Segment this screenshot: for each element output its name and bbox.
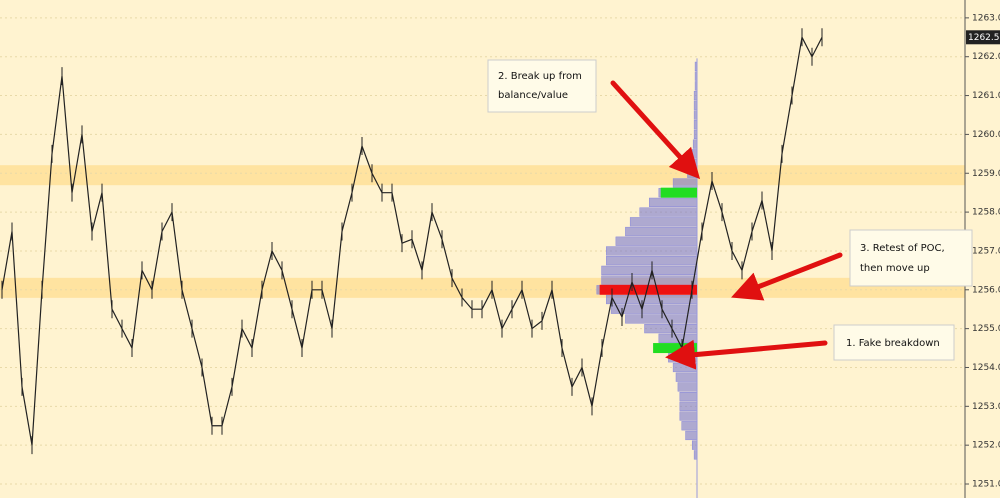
annotation-text: then move up [860, 263, 930, 274]
arrows [610, 80, 843, 370]
level-band [0, 165, 965, 186]
profile-bar [649, 197, 698, 207]
key-level [660, 187, 697, 198]
y-tick-label: 1262.0 [972, 52, 1000, 62]
arrow [731, 252, 843, 301]
level-band [0, 277, 965, 298]
profile-bar [672, 178, 698, 188]
annotation: 2. Break up from balance/value [487, 59, 597, 113]
annotation-text: balance/value [498, 90, 568, 101]
profile-bar [615, 236, 698, 246]
y-tick-label: 1263.0 [972, 13, 1000, 23]
annotation-box [849, 229, 973, 287]
profile-bar [601, 265, 698, 275]
profile-bar [692, 139, 698, 149]
y-tick-label: 1259.0 [972, 169, 1000, 179]
annotation-text: 2. Break up from [498, 71, 582, 82]
profile-bar [679, 392, 698, 402]
profile-bar [625, 226, 698, 237]
last-price-label: 1262.50 [968, 33, 1000, 43]
profile-bar [675, 372, 698, 382]
key-level [599, 284, 697, 295]
y-tick-label: 1256.0 [972, 285, 1000, 295]
profile-bar [639, 207, 698, 217]
profile-bar [681, 421, 698, 431]
profile-bar [679, 411, 698, 421]
profile-bar [672, 362, 698, 373]
profile-bar [685, 430, 698, 441]
annotation: 1. Fake breakdown [833, 324, 955, 361]
y-tick-label: 1253.0 [972, 402, 1000, 412]
profile-bar [606, 294, 698, 305]
profile-bar [629, 217, 698, 227]
arrow [665, 339, 828, 370]
y-tick-label: 1254.0 [972, 363, 1000, 373]
annotation-box [833, 324, 955, 361]
profile-bar [677, 382, 698, 392]
profile-bar [691, 440, 698, 450]
y-tick-label: 1251.0 [972, 480, 1000, 490]
profile-bar [679, 401, 698, 411]
price [1, 28, 823, 455]
profile-bar [691, 149, 698, 159]
annotation-box [487, 59, 597, 113]
grid [0, 17, 965, 485]
annotation-text: 3. Retest of POC, [860, 243, 945, 254]
y-tick-label: 1252.0 [972, 441, 1000, 451]
y-tick-label: 1260.0 [972, 130, 1000, 140]
y-tick-label: 1255.0 [972, 324, 1000, 334]
annotation-text: 1. Fake breakdown [846, 338, 940, 349]
y-tick-label: 1258.0 [972, 208, 1000, 218]
profile-bar [606, 246, 698, 256]
bands [0, 165, 965, 298]
arrow [610, 80, 701, 180]
annotation: 3. Retest of POC, then move up [849, 229, 973, 287]
y-tick-label: 1257.0 [972, 246, 1000, 256]
last-price-tag [966, 30, 1000, 45]
y-tick-label: 1261.0 [972, 91, 1000, 101]
key-level [653, 343, 697, 354]
